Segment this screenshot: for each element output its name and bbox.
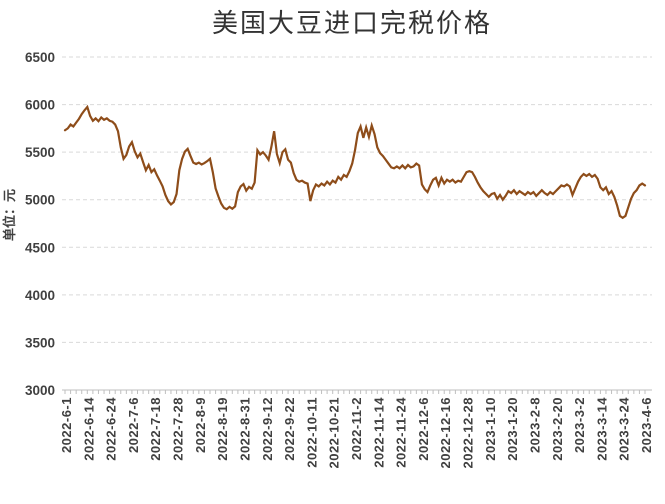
y-tick-label: 5500 [25,145,55,160]
x-tick-label: 2023-2-20 [550,397,565,461]
x-tick-label: 2022-12-6 [416,397,431,461]
x-tick-label: 2022-8-19 [215,397,230,461]
x-tick-label: 2022-11-2 [349,397,364,460]
x-tick-label: 2022-7-28 [171,397,186,461]
x-tick-label: 2022-8-31 [237,397,252,461]
y-tick-label: 6500 [25,50,55,65]
tick-label-layer: 6500 6000 5500 5000 4500 4000 3500 3000 2022-6-1… [25,50,654,469]
x-tick-label: 2023-2-8 [527,397,542,453]
y-tick-label: 4500 [25,240,55,255]
y-axis-unit-label: 单位：元 [2,189,17,241]
x-tick-label: 2023-4-6 [639,397,654,453]
y-tick-label: 3000 [25,383,55,398]
grid-layer [62,56,652,343]
x-tick-label: 2023-3-14 [594,397,609,461]
series-layer [63,104,647,220]
x-tick-label: 2022-12-16 [438,397,453,469]
x-tick-label: 2022-10-21 [327,397,342,469]
x-tick-label: 2022-12-28 [461,397,476,469]
x-tick-label: 2023-3-24 [617,397,632,461]
x-tick-label: 2023-1-10 [483,397,498,461]
x-tick-label: 2022-7-6 [126,397,141,453]
x-tick-label: 2022-9-12 [260,397,275,461]
x-tick-label: 2022-6-14 [81,397,96,461]
y-tick-label: 3500 [25,335,55,350]
x-tick-label: 2022-7-18 [148,397,163,461]
x-tick-label: 2023-3-2 [572,397,587,453]
x-tick-label: 2022-6-24 [104,397,119,461]
x-tick-label: 2023-1-20 [505,397,520,461]
y-tick-label: 4000 [25,288,55,303]
x-tick-label: 2022-6-1 [59,397,74,453]
x-tick-label: 2022-10-11 [304,397,319,468]
y-tick-label: 6000 [25,98,55,113]
x-tick-label: 2022-8-9 [193,397,208,453]
price-line-series [63,104,647,220]
axis-layer [62,389,652,394]
x-tick-label: 2022-11-24 [394,397,409,468]
x-tick-label: 2022-9-22 [282,397,297,461]
y-tick-label: 5000 [25,193,55,208]
chart-title: 美国大豆进口完税价格 [212,8,492,38]
x-tick-label: 2022-11-14 [371,397,386,468]
